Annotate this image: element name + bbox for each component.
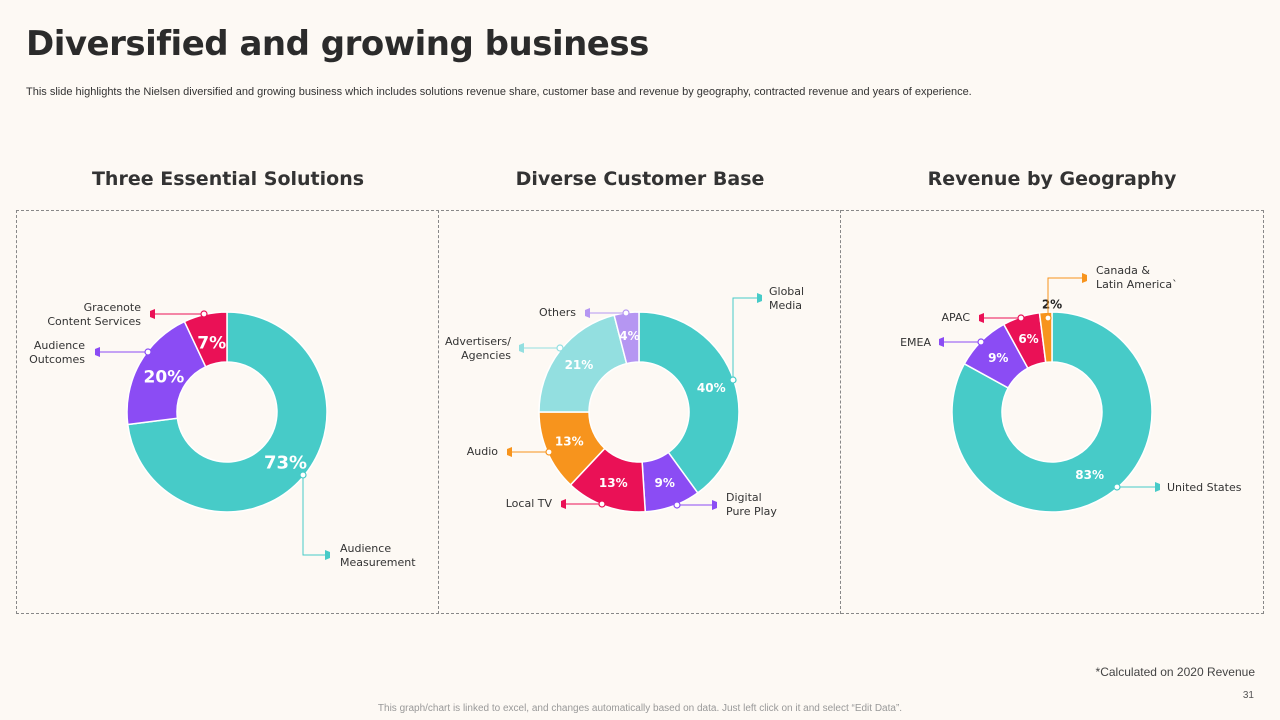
leader-dot-2-0 (1113, 483, 1121, 491)
category-label-2-1: EMEA (900, 336, 931, 349)
category-label-1-5: Others (539, 306, 576, 319)
leader-cap-0-1 (95, 347, 100, 357)
leader-dot-2-3 (1044, 314, 1052, 322)
page-number: 31 (1242, 690, 1254, 701)
charts-frame (16, 210, 1264, 614)
leader-dot-0-2 (200, 310, 208, 318)
category-label-0-2: Gracenote Content Services (47, 301, 141, 328)
value-label-0-2: 7% (197, 334, 226, 354)
value-label-2-3: 2% (1042, 298, 1062, 312)
category-label-1-2: Local TV (506, 497, 553, 510)
category-label-1-0: Global Media (769, 285, 804, 312)
bottom-note: This graph/chart is linked to excel, and… (377, 703, 903, 714)
category-label-2-0: United States (1167, 481, 1242, 494)
panel-divider-2 (840, 210, 841, 614)
chart-title-customers: Diverse Customer Base (515, 168, 765, 190)
leader-line-0-0 (302, 475, 325, 556)
leader-cap-2-0 (1155, 482, 1160, 492)
footnote: *Calculated on 2020 Revenue (1095, 665, 1255, 679)
value-label-1-4: 21% (565, 358, 594, 372)
chart-title-geography: Revenue by Geography (927, 168, 1177, 190)
leader-cap-1-2 (561, 499, 566, 509)
category-label-0-0: Audience Measurement (340, 542, 416, 569)
category-label-1-3: Audio (467, 445, 499, 458)
panel-divider-1 (438, 210, 439, 614)
category-label-0-1: Audience Outcomes (29, 339, 85, 366)
leader-cap-1-3 (507, 447, 512, 457)
chart-title-solutions: Three Essential Solutions (91, 168, 365, 190)
leader-dot-0-1 (144, 348, 152, 356)
value-label-0-1: 20% (144, 367, 185, 387)
slice-2-0[interactable] (951, 311, 1153, 513)
leader-line-1-0 (732, 297, 757, 380)
slice-0-0[interactable] (126, 311, 328, 513)
leader-dot-1-4 (556, 344, 564, 352)
slice-0-2[interactable] (183, 311, 228, 368)
value-label-2-1: 9% (988, 351, 1008, 365)
value-label-1-5: 4% (619, 329, 639, 343)
leader-cap-2-1 (939, 337, 944, 347)
leader-cap-1-4 (519, 343, 524, 353)
value-label-1-1: 9% (655, 476, 675, 490)
leader-dot-1-5 (622, 309, 630, 317)
leader-cap-1-0 (757, 293, 762, 303)
leader-dot-2-1 (977, 338, 985, 346)
leader-dot-1-3 (545, 448, 553, 456)
leader-cap-2-2 (979, 313, 984, 323)
value-label-1-3: 13% (555, 435, 584, 449)
category-label-1-1: Digital Pure Play (726, 491, 777, 518)
leader-dot-2-2 (1017, 314, 1025, 322)
leader-cap-0-2 (150, 309, 155, 319)
page-title: Diversified and growing business (26, 24, 649, 64)
leader-cap-0-0 (325, 550, 330, 560)
leader-dot-1-0 (729, 376, 737, 384)
leader-dot-1-1 (673, 501, 681, 509)
category-label-1-4: Advertisers/Agencies (445, 335, 511, 362)
leader-dot-0-0 (299, 471, 307, 479)
slice-2-3[interactable] (1038, 311, 1053, 364)
page-subtitle: This slide highlights the Nielsen divers… (26, 86, 972, 98)
slice-0-1[interactable] (126, 320, 207, 426)
leader-dot-1-2 (598, 500, 606, 508)
slice-1-0[interactable] (638, 311, 740, 494)
leader-cap-1-1 (712, 500, 717, 510)
value-label-1-2: 13% (599, 476, 628, 490)
value-label-2-2: 6% (1018, 332, 1038, 346)
category-label-2-3: Canada & Latin America` (1096, 264, 1178, 291)
category-label-2-2: APAC (942, 311, 971, 324)
leader-line-2-3 (1047, 277, 1082, 318)
value-label-2-0: 83% (1075, 468, 1104, 482)
value-label-0-0: 73% (264, 453, 307, 474)
leader-cap-1-5 (585, 308, 590, 318)
value-label-1-0: 40% (697, 381, 726, 395)
leader-cap-2-3 (1082, 273, 1087, 283)
